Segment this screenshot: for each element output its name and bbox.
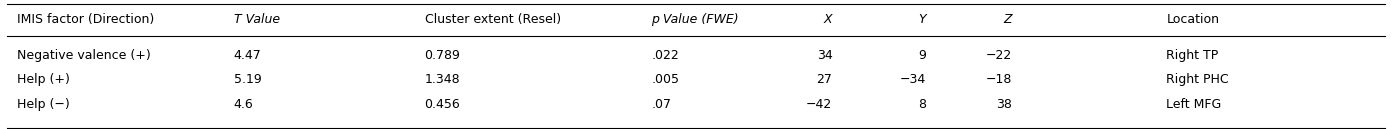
Text: 0.456: 0.456 — [425, 98, 461, 111]
Text: 1.348: 1.348 — [425, 74, 461, 86]
Text: 9: 9 — [917, 49, 926, 62]
Text: Y: Y — [919, 14, 926, 26]
Text: −22: −22 — [986, 49, 1012, 62]
Text: Cluster extent (Resel): Cluster extent (Resel) — [425, 14, 561, 26]
Text: .07: .07 — [651, 98, 671, 111]
Text: 8: 8 — [917, 98, 926, 111]
Text: IMIS factor (Direction): IMIS factor (Direction) — [17, 14, 155, 26]
Text: Z: Z — [1004, 14, 1012, 26]
Text: Negative valence (+): Negative valence (+) — [17, 49, 150, 62]
Text: p Value (FWE): p Value (FWE) — [651, 14, 739, 26]
Text: Right PHC: Right PHC — [1166, 74, 1229, 86]
Text: 0.789: 0.789 — [425, 49, 461, 62]
Text: X: X — [824, 14, 832, 26]
Text: −42: −42 — [806, 98, 832, 111]
Text: Help (+): Help (+) — [17, 74, 70, 86]
Text: T Value: T Value — [234, 14, 280, 26]
Text: −34: −34 — [899, 74, 926, 86]
Text: Help (−): Help (−) — [17, 98, 70, 111]
Text: .022: .022 — [651, 49, 679, 62]
Text: Left MFG: Left MFG — [1166, 98, 1222, 111]
Text: .005: .005 — [651, 74, 679, 86]
Text: 38: 38 — [997, 98, 1012, 111]
Text: Right TP: Right TP — [1166, 49, 1219, 62]
Text: 5.19: 5.19 — [234, 74, 262, 86]
Text: 34: 34 — [817, 49, 832, 62]
Text: 4.47: 4.47 — [234, 49, 262, 62]
Text: Location: Location — [1166, 14, 1219, 26]
Text: −18: −18 — [986, 74, 1012, 86]
Text: 27: 27 — [817, 74, 832, 86]
Text: 4.6: 4.6 — [234, 98, 253, 111]
